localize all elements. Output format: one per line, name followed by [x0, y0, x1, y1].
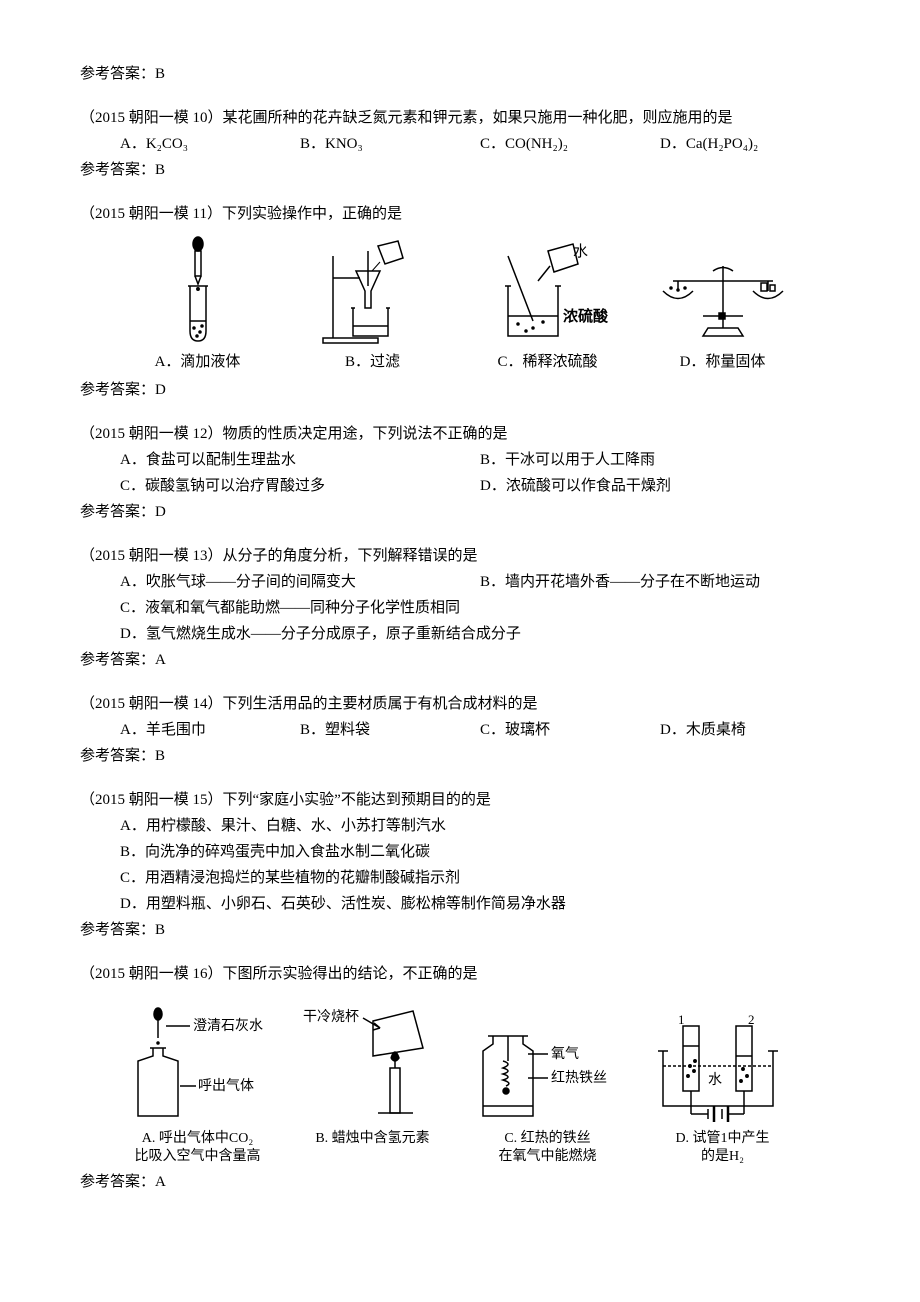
- q13-options-row1: A．吹胀气球——分子间的间隔变大 B．墙内开花墙外香——分子在不断地运动: [120, 570, 840, 594]
- question-10: （2015 朝阳一模 10）某花圃所种的花卉缺乏氮元素和钾元素，如果只施用一种化…: [80, 106, 840, 182]
- q12-opt-c: C．碳酸氢钠可以治疗胃酸过多: [120, 474, 480, 498]
- q16-fig-c: 氧气 红热铁丝 C. 红热的铁丝 在氧气中能燃烧: [460, 996, 635, 1166]
- q11-fig-b: B．过滤: [285, 236, 460, 374]
- q11-figures: A．滴加液体: [110, 236, 810, 374]
- q12-opt-a: A．食盐可以配制生理盐水: [120, 448, 480, 472]
- q16-prompt: （2015 朝阳一模 16）下图所示实验得出的结论，不正确的是: [80, 962, 840, 986]
- q14-opt-c: C．玻璃杯: [480, 718, 660, 742]
- dilute-acid-icon: 水 浓硫酸: [478, 236, 618, 346]
- question-16: （2015 朝阳一模 16）下图所示实验得出的结论，不正确的是 澄清石灰水 呼出…: [80, 962, 840, 1194]
- prev-answer: 参考答案：B: [80, 62, 840, 86]
- q10-opt-a: A．K₂CO₃: [120, 132, 300, 156]
- question-11: （2015 朝阳一模 11）下列实验操作中，正确的是: [80, 202, 840, 402]
- q13-opt-a: A．吹胀气球——分子间的间隔变大: [120, 570, 480, 594]
- q16-fig-a-caption: A. 呼出气体中CO₂ 比吸入空气中含量高: [135, 1130, 261, 1166]
- q10-opt-d: D．Ca(H₂PO₄)₂: [660, 132, 840, 156]
- hot-iron-label: 红热铁丝: [551, 1070, 607, 1086]
- q12-options-row1: A．食盐可以配制生理盐水 B．干冰可以用于人工降雨: [120, 448, 840, 472]
- q15-opt-c: C．用酒精浸泡捣烂的某些植物的花瓣制酸碱指示剂: [120, 866, 840, 890]
- dropper-tube-icon: [163, 236, 233, 346]
- electrolysis-icon: 1 2 水: [648, 996, 798, 1126]
- q16-answer: 参考答案：A: [80, 1170, 840, 1194]
- q11-prompt: （2015 朝阳一模 11）下列实验操作中，正确的是: [80, 202, 840, 226]
- tube2-label: 2: [748, 1012, 755, 1027]
- q16-fig-d: 1 2 水: [635, 996, 810, 1166]
- question-15: （2015 朝阳一模 15）下列“家庭小实验”不能达到预期目的的是 A．用柠檬酸…: [80, 788, 840, 942]
- q12-answer: 参考答案：D: [80, 500, 840, 524]
- q16-fig-a: 澄清石灰水 呼出气体 A. 呼出气体中CO₂ 比吸入空气中含量高: [110, 996, 285, 1166]
- question-13: （2015 朝阳一模 13）从分子的角度分析，下列解释错误的是 A．吹胀气球——…: [80, 544, 840, 672]
- q16-fig-c-caption: C. 红热的铁丝 在氧气中能燃烧: [499, 1130, 597, 1166]
- q11-fig-d-label: D．称量固体: [680, 350, 766, 374]
- q11-answer: 参考答案：D: [80, 378, 840, 402]
- q15-opt-b: B．向洗净的碎鸡蛋壳中加入食盐水制二氧化碳: [120, 840, 840, 864]
- exhale-label: 呼出气体: [198, 1078, 254, 1094]
- filter-icon: [318, 236, 428, 346]
- candle-beaker-icon: 干冷烧杯: [298, 996, 448, 1126]
- limewater-label: 澄清石灰水: [193, 1018, 263, 1034]
- oxygen-label: 氧气: [551, 1046, 579, 1062]
- q11-fig-c-label: C．稀释浓硫酸: [497, 350, 597, 374]
- q15-options: A．用柠檬酸、果汁、白糖、水、小苏打等制汽水 B．向洗净的碎鸡蛋壳中加入食盐水制…: [120, 814, 840, 916]
- q10-options: A．K₂CO₃ B．KNO₃ C．CO(NH₂)₂ D．Ca(H₂PO₄)₂: [120, 132, 840, 156]
- q15-answer: 参考答案：B: [80, 918, 840, 942]
- q10-answer: 参考答案：B: [80, 158, 840, 182]
- q13-opt-c: C．液氧和氧气都能助燃——同种分子化学性质相同: [120, 596, 840, 620]
- q14-opt-a: A．羊毛围巾: [120, 718, 300, 742]
- q14-prompt: （2015 朝阳一模 14）下列生活用品的主要材质属于有机合成材料的是: [80, 692, 840, 716]
- q15-prompt: （2015 朝阳一模 15）下列“家庭小实验”不能达到预期目的的是: [80, 788, 840, 812]
- q11-fig-b-label: B．过滤: [345, 350, 400, 374]
- q16-fig-b-caption: B. 蜡烛中含氢元素: [315, 1130, 429, 1166]
- iron-oxygen-icon: 氧气 红热铁丝: [468, 996, 628, 1126]
- q12-options-row2: C．碳酸氢钠可以治疗胃酸过多 D．浓硫酸可以作食品干燥剂: [120, 474, 840, 498]
- q13-prompt: （2015 朝阳一模 13）从分子的角度分析，下列解释错误的是: [80, 544, 840, 568]
- q10-prompt: （2015 朝阳一模 10）某花圃所种的花卉缺乏氮元素和钾元素，如果只施用一种化…: [80, 106, 840, 130]
- q13-opt-d: D．氢气燃烧生成水——分子分成原子，原子重新结合成分子: [120, 622, 840, 646]
- q11-fig-d: D．称量固体: [635, 236, 810, 374]
- q12-opt-d: D．浓硫酸可以作食品干燥剂: [480, 474, 840, 498]
- q11-fig-a-label: A．滴加液体: [155, 350, 241, 374]
- question-14: （2015 朝阳一模 14）下列生活用品的主要材质属于有机合成材料的是 A．羊毛…: [80, 692, 840, 768]
- balance-icon: [653, 236, 793, 346]
- limewater-bottle-icon: 澄清石灰水 呼出气体: [118, 996, 278, 1126]
- question-12: （2015 朝阳一模 12）物质的性质决定用途，下列说法不正确的是 A．食盐可以…: [80, 422, 840, 524]
- q10-opt-b: B．KNO₃: [300, 132, 480, 156]
- cold-beaker-label: 干冷烧杯: [303, 1009, 359, 1025]
- water-label-2: 水: [708, 1072, 722, 1088]
- q14-answer: 参考答案：B: [80, 744, 840, 768]
- q12-opt-b: B．干冰可以用于人工降雨: [480, 448, 840, 472]
- q11-fig-a: A．滴加液体: [110, 236, 285, 374]
- q13-answer: 参考答案：A: [80, 648, 840, 672]
- q12-prompt: （2015 朝阳一模 12）物质的性质决定用途，下列说法不正确的是: [80, 422, 840, 446]
- q14-opt-b: B．塑料袋: [300, 718, 480, 742]
- q13-options-stack: C．液氧和氧气都能助燃——同种分子化学性质相同 D．氢气燃烧生成水——分子分成原…: [120, 596, 840, 646]
- q11-fig-c: 水 浓硫酸: [460, 236, 635, 374]
- q14-opt-d: D．木质桌椅: [660, 718, 840, 742]
- q16-fig-d-caption: D. 试管1中产生 的是H₂: [675, 1130, 769, 1166]
- q16-fig-b: 干冷烧杯 B. 蜡烛中含氢元素: [285, 996, 460, 1166]
- q10-opt-c: C．CO(NH₂)₂: [480, 132, 660, 156]
- q15-opt-d: D．用塑料瓶、小卵石、石英砂、活性炭、膨松棉等制作简易净水器: [120, 892, 840, 916]
- q14-options: A．羊毛围巾 B．塑料袋 C．玻璃杯 D．木质桌椅: [120, 718, 840, 742]
- acid-label: 浓硫酸: [563, 307, 609, 325]
- tube1-label: 1: [678, 1012, 685, 1027]
- q16-figures: 澄清石灰水 呼出气体 A. 呼出气体中CO₂ 比吸入空气中含量高 干冷烧杯: [110, 996, 810, 1166]
- q13-opt-b: B．墙内开花墙外香——分子在不断地运动: [480, 570, 840, 594]
- q15-opt-a: A．用柠檬酸、果汁、白糖、水、小苏打等制汽水: [120, 814, 840, 838]
